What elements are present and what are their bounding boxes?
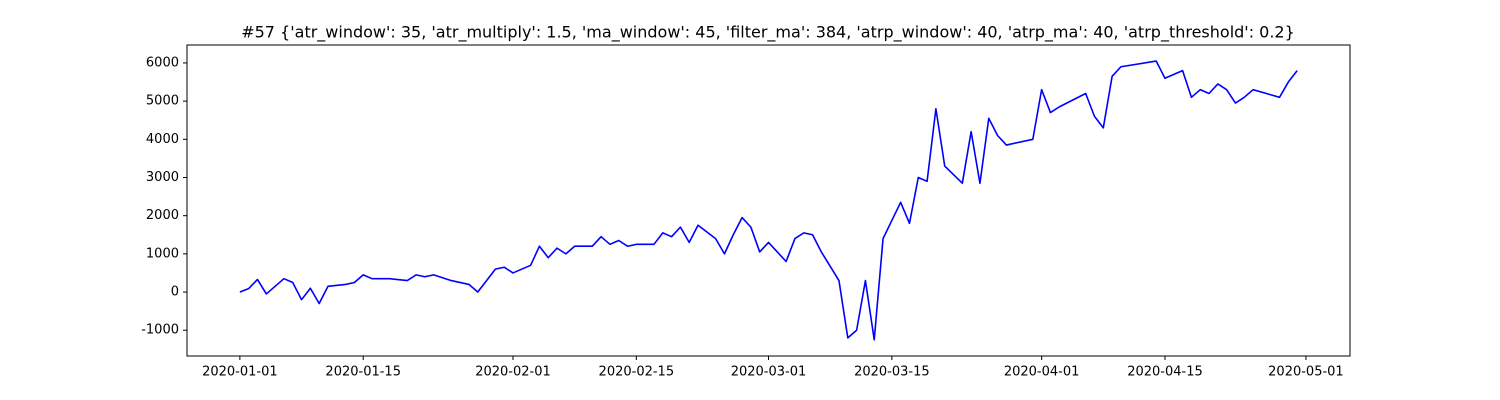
chart-title: #57 {'atr_window': 35, 'atr_multiply': 1…	[241, 23, 1295, 43]
y-tick-label: 4000	[146, 132, 179, 147]
data-line	[239, 60, 1298, 341]
x-tick-label: 2020-03-15	[854, 365, 930, 380]
x-tick-label: 2020-04-01	[1004, 365, 1080, 380]
y-tick-label: 3000	[146, 170, 179, 185]
y-tick-label: 6000	[146, 55, 179, 70]
y-tick-label: 5000	[146, 94, 179, 109]
y-tick-label: 0	[171, 285, 179, 300]
y-tick-label: 2000	[146, 208, 179, 223]
x-tick-label: 2020-05-01	[1268, 365, 1344, 380]
y-tick-label: -1000	[141, 323, 179, 338]
x-tick-label: 2020-04-15	[1127, 365, 1203, 380]
y-tick-label: 1000	[146, 246, 179, 261]
x-tick-label: 2020-02-15	[599, 365, 675, 380]
x-tick-label: 2020-01-15	[325, 365, 401, 380]
x-tick-label: 2020-03-01	[731, 365, 807, 380]
x-tick-label: 2020-02-01	[475, 365, 551, 380]
x-tick-label: 2020-01-01	[202, 365, 278, 380]
